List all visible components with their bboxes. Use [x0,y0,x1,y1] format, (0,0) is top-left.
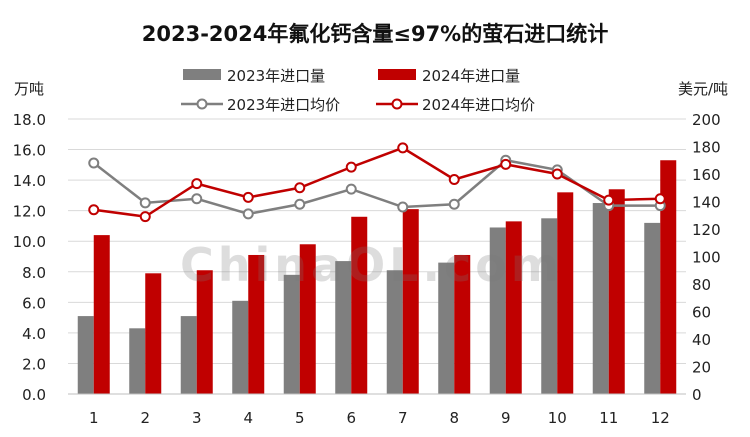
left-axis-unit: 万吨 [14,80,45,98]
line-point [397,201,409,213]
bar [592,203,609,394]
y-left-tick-label: 0.0 [22,386,46,404]
line-point [88,157,100,169]
bar [299,244,316,394]
x-tick-label: 10 [548,409,567,427]
y-right-tick-label: 100 [692,249,721,267]
y-left-tick-label: 16.0 [13,142,46,160]
bar [454,254,471,394]
y-left-tick-label: 12.0 [13,203,46,221]
bar [402,209,419,394]
x-tick-label: 5 [295,409,305,427]
bar [283,274,300,394]
series-line [92,158,661,216]
x-tick-label: 1 [89,409,99,427]
bar [196,270,213,394]
series-line [93,146,661,218]
bar [335,261,352,394]
x-tick-label: 8 [449,409,459,427]
x-tick-label: 7 [398,409,408,427]
y-left-tick-label: 8.0 [22,264,46,282]
legend-label: 2023年进口均价 [227,96,340,114]
line-point [345,183,357,195]
bar [145,273,162,394]
y-right-tick-label: 120 [692,221,721,239]
bar [541,218,558,394]
bar [351,216,368,394]
bar [232,300,249,394]
chart-title: 2023-2024年氟化钙含量≤97%的萤石进口统计 [141,22,609,46]
y-right-tick-label: 180 [692,139,721,157]
y-right-tick-label: 20 [692,359,711,377]
legend-swatch [183,69,221,80]
line-point [294,198,306,210]
bar [180,316,197,394]
y-right-tick-label: 140 [692,194,721,212]
x-tick-label: 11 [599,409,618,427]
legend-label: 2023年进口量 [227,67,325,85]
bar [248,254,265,394]
y-right-tick-label: 0 [692,386,702,404]
legend-label: 2024年进口量 [422,67,520,85]
x-tick-label: 9 [501,409,511,427]
line-point [191,178,203,190]
legend-label: 2024年进口均价 [422,96,535,114]
bar [660,160,677,394]
line-point [191,193,203,205]
legend-marker [196,98,208,110]
right-axis-unit: 美元/吨 [678,80,729,98]
bar [438,262,455,394]
y-right-tick-label: 160 [692,166,721,184]
bar [489,227,506,394]
line-point [242,191,254,203]
bar [93,235,110,394]
y-right-tick-label: 40 [692,331,711,349]
line-point [139,197,151,209]
line-point [448,198,460,210]
bar [77,316,94,394]
line-point [294,182,306,194]
x-tick-label: 12 [651,409,670,427]
y-left-tick-label: 4.0 [22,325,46,343]
y-left-tick-label: 14.0 [13,172,46,190]
bar [386,270,403,394]
line-point [654,193,666,205]
legend-swatch [378,69,416,80]
line-point [603,194,615,206]
line-point [242,208,254,220]
line-point [551,168,563,180]
x-tick-label: 4 [243,409,253,427]
y-left-tick-label: 18.0 [13,111,46,129]
y-left-tick-label: 10.0 [13,233,46,251]
line-point [397,142,409,154]
y-right-tick-label: 200 [692,111,721,129]
line-point [139,211,151,223]
line-point [500,158,512,170]
y-right-tick-label: 60 [692,304,711,322]
bar [505,221,522,394]
bar [129,328,146,394]
bar [644,222,661,394]
bar [608,189,625,394]
x-tick-label: 6 [346,409,356,427]
legend-marker [391,98,403,110]
line-point [88,204,100,216]
line-point [345,161,357,173]
y-right-tick-label: 80 [692,276,711,294]
y-left-tick-label: 2.0 [22,355,46,373]
line-point [448,174,460,185]
x-tick-label: 2 [140,409,150,427]
bar [557,192,574,394]
y-left-tick-label: 6.0 [22,294,46,312]
x-tick-label: 3 [192,409,202,427]
